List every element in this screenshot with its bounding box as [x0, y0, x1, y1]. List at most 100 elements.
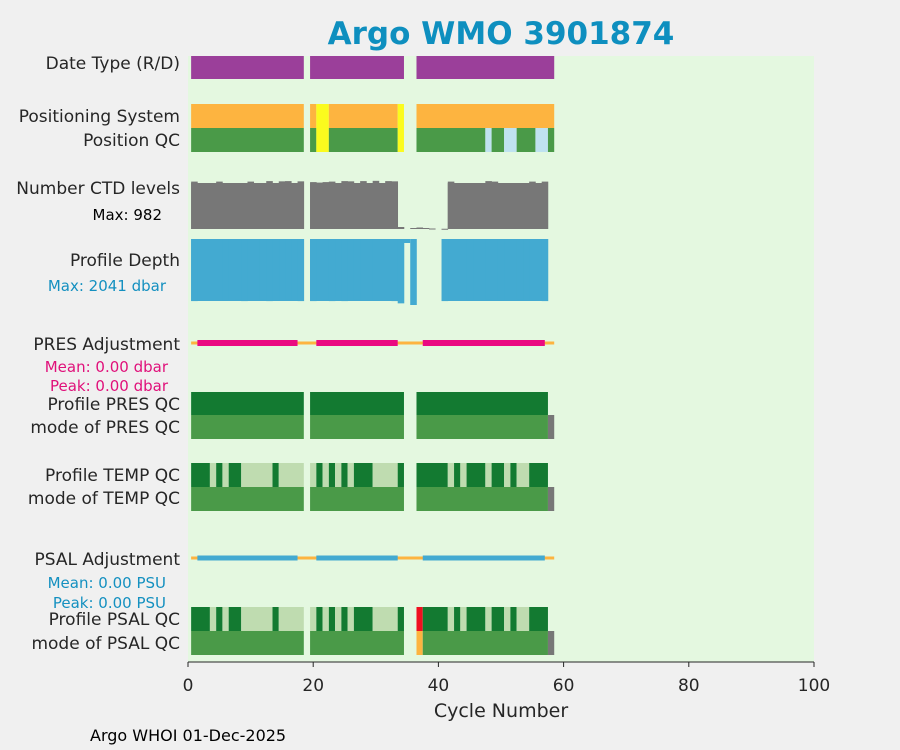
positioning-system-segment	[397, 104, 404, 128]
profile-temp-qc-segment	[454, 463, 461, 487]
profile-temp-qc-segment	[209, 463, 217, 487]
profile-depth-bar	[322, 239, 330, 300]
profile-psal-qc-segment	[316, 607, 323, 631]
profile-temp-qc-segment	[228, 463, 242, 487]
x-axis-label: Cycle Number	[434, 700, 568, 722]
profile-depth-bar	[466, 239, 474, 301]
profile-psal-qc-segment	[397, 607, 404, 631]
profile-depth-bar	[353, 239, 361, 300]
mode-temp-qc-segment	[547, 487, 555, 511]
position-qc-segment	[547, 128, 555, 152]
profile-depth-bar	[516, 239, 524, 300]
profile-temp-qc-segment	[328, 463, 336, 487]
positioning-system-segment	[416, 104, 555, 128]
row-label-profile-psal-qc: Profile PSAL QC	[49, 610, 180, 630]
psal-adjustment-peak: Peak: 0.00 PSU	[53, 594, 166, 612]
profile-depth-bar	[410, 239, 417, 305]
profile-depth-bar	[497, 239, 505, 301]
profile-psal-qc-segment	[310, 607, 317, 631]
x-axis: 0 20 40 60 80 100	[183, 661, 830, 696]
profile-depth-bar	[341, 239, 348, 302]
profile-depth-bar	[328, 239, 336, 302]
chart-title: Argo WMO 3901874	[328, 16, 675, 52]
profile-depth-bar	[391, 239, 399, 302]
position-qc-segment	[191, 128, 304, 152]
ctd-levels-bar	[429, 228, 436, 230]
row-label-profile-depth: Profile Depth	[70, 251, 180, 271]
ctd-levels-max-note: Max: 982	[93, 206, 162, 224]
row-label-positioning-system: Positioning System	[19, 107, 180, 127]
profile-psal-qc-segment	[416, 607, 423, 631]
pres-adjustment-mean: Mean: 0.00 dbar	[45, 358, 169, 376]
mode-pres-qc-segment	[310, 415, 404, 439]
profile-psal-qc-segment	[222, 607, 229, 631]
profile-psal-qc-segment	[422, 607, 448, 631]
profile-depth-bar	[397, 239, 405, 304]
x-tick-label: 60	[553, 676, 575, 696]
mode-psal-qc-segment	[547, 631, 555, 655]
row-label-mode-pres-qc: mode of PRES QC	[30, 418, 180, 438]
profile-temp-qc-segment	[335, 463, 342, 487]
profile-psal-qc-segment	[353, 607, 373, 631]
mode-pres-qc-segment	[191, 415, 304, 439]
positioning-system-segment	[191, 104, 304, 128]
profile-psal-qc-segment	[241, 607, 273, 631]
profile-temp-qc-segment	[372, 463, 398, 487]
profile-psal-qc-segment	[485, 607, 492, 631]
ctd-levels-bar	[422, 228, 430, 230]
x-tick-label: 0	[183, 676, 194, 696]
x-tick-label: 40	[428, 676, 450, 696]
row-label-mode-psal-qc: mode of PSAL QC	[31, 634, 180, 654]
position-qc-segment	[504, 128, 517, 152]
profile-temp-qc-segment	[310, 463, 317, 487]
row-label-date-type: Date Type (R/D)	[46, 54, 180, 74]
profile-depth-bar	[285, 239, 292, 300]
row-labels: Date Type (R/D) Positioning System Posit…	[16, 54, 180, 654]
x-tick-label: 80	[678, 676, 700, 696]
row-label-profile-temp-qc: Profile TEMP QC	[45, 466, 180, 486]
profile-psal-qc-segment	[335, 607, 342, 631]
profile-depth-bar	[191, 239, 198, 302]
profile-temp-qc-segment	[222, 463, 229, 487]
ctd-levels-block	[191, 183, 304, 229]
ctd-levels-bar	[410, 228, 417, 230]
position-qc-segment	[316, 128, 329, 152]
ctd-levels-block	[310, 183, 398, 229]
mode-psal-qc-segment	[310, 631, 404, 655]
row-label-profile-pres-qc: Profile PRES QC	[47, 395, 180, 415]
profile-pres-qc-segment	[416, 392, 548, 415]
mode-psal-qc-segment	[422, 631, 548, 655]
position-qc-segment	[310, 128, 317, 152]
profile-depth-bar	[222, 239, 229, 301]
profile-depth-bar	[485, 239, 492, 300]
pres-adjustment-peak: Peak: 0.00 dbar	[50, 377, 169, 395]
footer-credit: Argo WHOI 01-Dec-2025	[90, 726, 286, 745]
profile-pres-qc-segment	[310, 392, 404, 415]
x-tick-label: 100	[798, 676, 830, 696]
x-tick-label: 20	[302, 676, 324, 696]
mode-pres-qc-segment	[416, 415, 548, 439]
date-type-segment	[191, 56, 304, 79]
ctd-levels-block	[447, 183, 548, 229]
profile-psal-qc-segment	[460, 607, 467, 631]
position-qc-segment	[535, 128, 548, 152]
ctd-levels-bar	[416, 227, 424, 229]
profile-temp-qc-segment	[491, 463, 505, 487]
position-qc-segment	[516, 128, 536, 152]
profile-temp-qc-segment	[397, 463, 404, 487]
mode-psal-qc-segment	[416, 631, 423, 655]
mode-pres-qc-segment	[547, 415, 555, 439]
profile-depth-bar	[541, 239, 549, 302]
profile-depth-bar	[297, 239, 305, 302]
mode-temp-qc-segment	[416, 487, 548, 511]
profile-psal-qc-segment	[191, 607, 210, 631]
profile-temp-qc-segment	[347, 463, 354, 487]
profile-depth-bar	[310, 239, 317, 302]
profile-temp-qc-segment	[241, 463, 273, 487]
profile-temp-qc-segment	[272, 463, 279, 487]
ctd-levels-bar	[441, 228, 449, 230]
profile-psal-qc-segment	[529, 607, 548, 631]
profile-psal-qc-segment	[372, 607, 398, 631]
positioning-system-segment	[328, 104, 398, 128]
profile-psal-qc-segment	[228, 607, 242, 631]
